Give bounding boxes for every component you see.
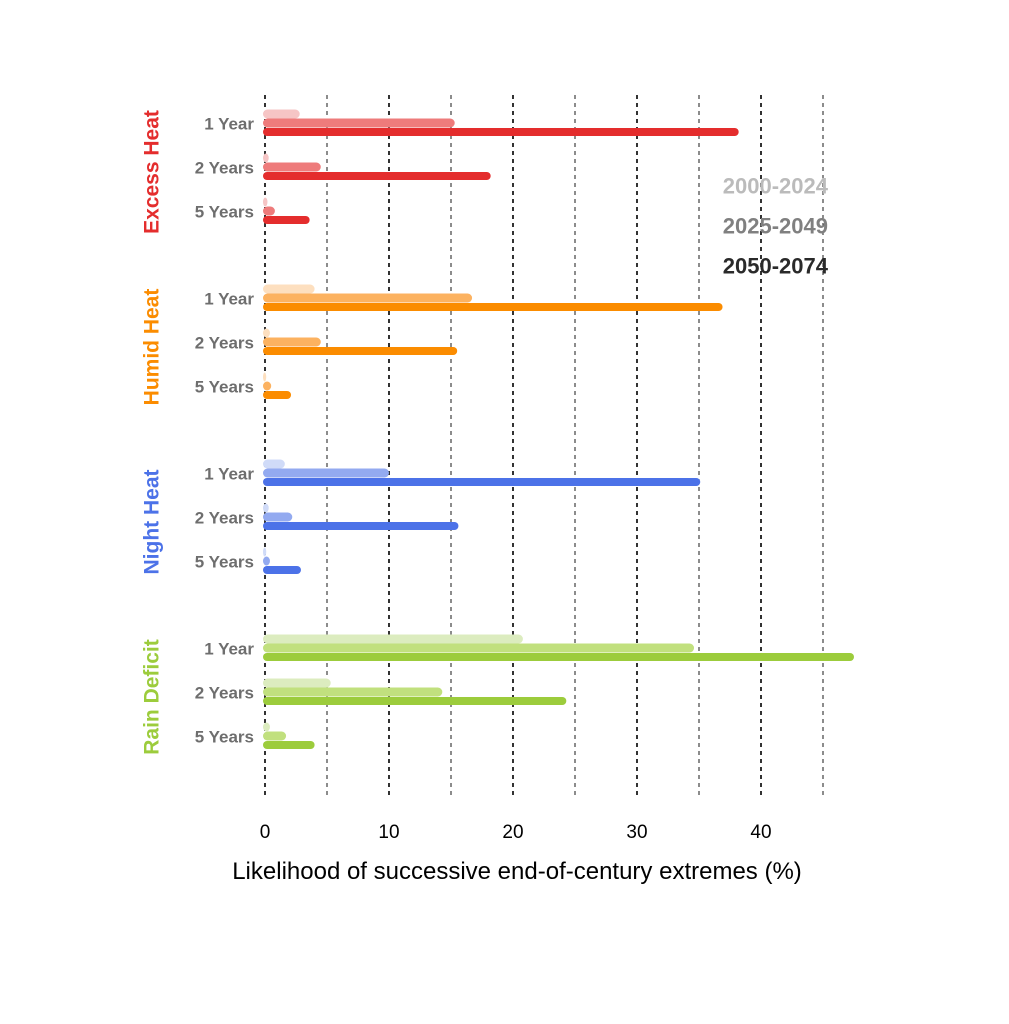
bar-humid-heat-3-2050-2074 (263, 391, 292, 399)
category-label-rain-deficit: Rain Deficit (141, 639, 164, 755)
legend-item-2050-2074: 2050-2074 (723, 254, 829, 279)
bar-humid-heat-1-2050-2074 (263, 303, 723, 311)
bar-night-heat-2-2000-2024 (263, 503, 269, 513)
x-axis-ticks: 0 10 20 30 40 (260, 822, 772, 843)
bar-humid-heat-2-2025-2049 (263, 337, 321, 347)
row-label-humid-heat-2: 2 Years (195, 334, 254, 353)
row-label-excess-heat-3: 5 Years (195, 203, 254, 222)
category-label-excess-heat: Excess Heat (141, 110, 164, 234)
bar-rain-deficit-1-2050-2074 (263, 653, 854, 661)
bar-night-heat-1-2050-2074 (263, 478, 701, 486)
bar-night-heat-2-2025-2049 (263, 512, 293, 522)
bar-rain-deficit-3-2050-2074 (263, 741, 315, 749)
category-label-humid-heat: Humid Heat (141, 289, 164, 406)
row-label-humid-heat-1: 1 Year (204, 290, 254, 309)
bar-night-heat-3-2050-2074 (263, 566, 301, 574)
bar-rain-deficit-2-2025-2049 (263, 687, 443, 697)
bar-excess-heat-1-2050-2074 (263, 128, 739, 136)
bar-humid-heat-3-2000-2024 (263, 372, 267, 382)
bar-humid-heat-2-2050-2074 (263, 347, 458, 355)
bar-night-heat-3-2025-2049 (263, 556, 270, 566)
category-label-night-heat: Night Heat (141, 469, 164, 574)
bar-humid-heat-1-2025-2049 (263, 293, 473, 303)
bar-night-heat-3-2000-2024 (263, 547, 267, 557)
bar-rain-deficit-1-2000-2024 (263, 634, 523, 644)
row-label-humid-heat-3: 5 Years (195, 378, 254, 397)
labels: Excess Heat 1 Year 2 Years 5 Years Humid Hea… (141, 110, 255, 755)
bar-excess-heat-2-2000-2024 (263, 153, 269, 163)
row-label-night-heat-3: 5 Years (195, 553, 254, 572)
bar-rain-deficit-2-2050-2074 (263, 697, 567, 705)
row-label-rain-deficit-2: 2 Years (195, 684, 254, 703)
bar-night-heat-2-2050-2074 (263, 522, 459, 530)
x-tick-label-40: 40 (750, 822, 771, 843)
row-label-night-heat-1: 1 Year (204, 465, 254, 484)
bar-humid-heat-1-2000-2024 (263, 284, 315, 294)
bar-night-heat-1-2025-2049 (263, 468, 389, 478)
row-label-rain-deficit-3: 5 Years (195, 728, 254, 747)
row-label-excess-heat-1: 1 Year (204, 115, 254, 134)
legend-item-2000-2024: 2000-2024 (723, 174, 829, 199)
bar-excess-heat-3-2000-2024 (263, 197, 268, 207)
bar-excess-heat-1-2025-2049 (263, 118, 455, 128)
bar-rain-deficit-3-2000-2024 (263, 722, 270, 732)
legend-item-2025-2049: 2025-2049 (723, 214, 828, 239)
row-label-excess-heat-2: 2 Years (195, 159, 254, 178)
bar-excess-heat-3-2050-2074 (263, 216, 310, 224)
row-label-night-heat-2: 2 Years (195, 509, 254, 528)
bars (263, 109, 854, 749)
legend: 2000-2024 2025-2049 2050-2074 (723, 174, 829, 279)
row-label-rain-deficit-1: 1 Year (204, 640, 254, 659)
bar-excess-heat-3-2025-2049 (263, 206, 275, 216)
x-tick-label-30: 30 (626, 822, 647, 843)
bar-night-heat-1-2000-2024 (263, 459, 285, 469)
bar-rain-deficit-3-2025-2049 (263, 731, 287, 741)
bar-rain-deficit-2-2000-2024 (263, 678, 331, 688)
bar-excess-heat-2-2025-2049 (263, 162, 321, 172)
bar-rain-deficit-1-2025-2049 (263, 643, 695, 653)
x-tick-label-20: 20 (502, 822, 523, 843)
x-tick-label-0: 0 (260, 822, 271, 843)
bar-humid-heat-2-2000-2024 (263, 328, 270, 338)
x-axis-title: Likelihood of successive end-of-century … (232, 858, 802, 885)
bar-excess-heat-1-2000-2024 (263, 109, 300, 119)
bar-excess-heat-2-2050-2074 (263, 172, 491, 180)
x-tick-label-10: 10 (378, 822, 399, 843)
bar-humid-heat-3-2025-2049 (263, 381, 272, 391)
